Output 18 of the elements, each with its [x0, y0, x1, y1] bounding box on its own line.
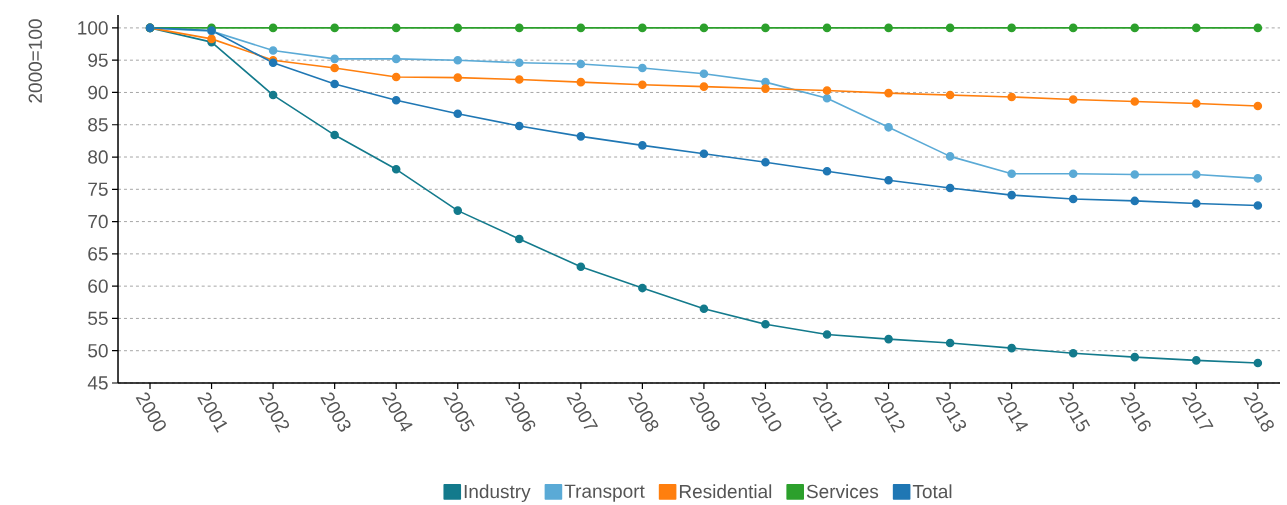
y-tick-label: 95: [88, 53, 108, 67]
y-tick-label: 70: [88, 214, 108, 229]
y-tick-label: 50: [88, 343, 108, 358]
y-tick-label: 60: [88, 279, 108, 293]
y-tick-label: 45: [87, 376, 108, 390]
y-tick-label: 100: [78, 21, 108, 35]
legend-label: Total: [912, 484, 952, 499]
legend-label: Services: [806, 484, 879, 499]
y-tick-label: 75: [88, 182, 108, 196]
y-axis-title: 2000=100: [28, 19, 43, 103]
y-tick-label: 55: [88, 311, 108, 326]
y-tick-label: 85: [88, 118, 108, 132]
y-tick-label: 80: [88, 150, 108, 164]
y-tick-label: 65: [88, 247, 108, 261]
legend-label: Transport: [564, 484, 645, 502]
y-tick-label: 90: [88, 85, 108, 100]
legend-label: Residential: [679, 484, 772, 499]
legend-label: Industry: [464, 484, 531, 502]
